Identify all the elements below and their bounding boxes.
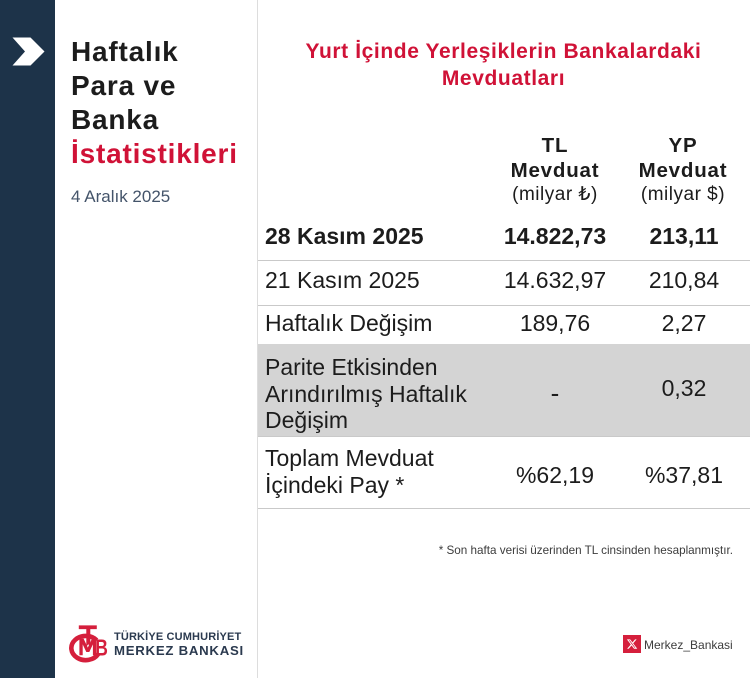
svg-text:B: B	[95, 636, 108, 661]
